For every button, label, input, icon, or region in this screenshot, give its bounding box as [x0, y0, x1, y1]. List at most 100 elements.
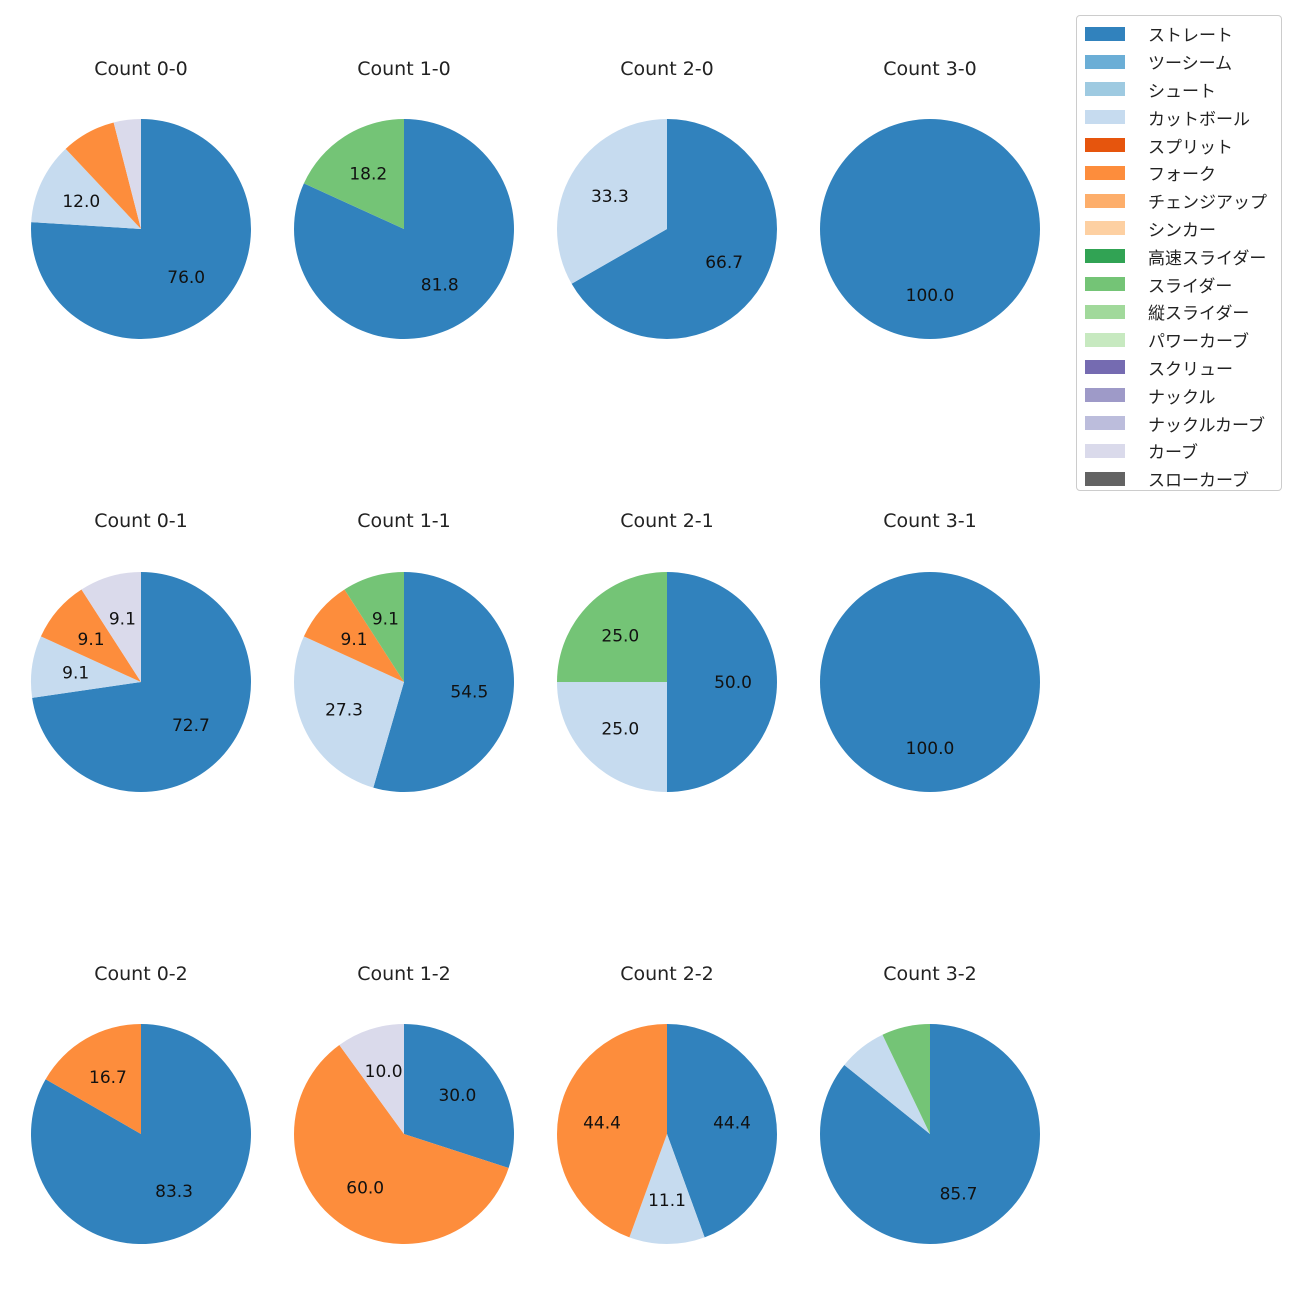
slice-label: 30.0 [438, 1086, 476, 1106]
pie-chart: Count 1-2 30.0 60.0 10.0 [293, 963, 514, 1244]
slice-label: 9.1 [109, 610, 136, 630]
pie-slice [65, 122, 141, 229]
legend-label: フォーク [1148, 165, 1216, 186]
slice-label: 54.5 [450, 682, 488, 702]
pie-slice [113, 119, 141, 229]
pie-slice [32, 572, 252, 792]
pie-slice [556, 119, 667, 284]
legend-label: 縦スライダー [1148, 304, 1250, 325]
slice-label: 44.4 [713, 1114, 751, 1134]
legend-label: スローカーブ [1148, 471, 1249, 492]
pie-chart: Count 3-2 85.7 [820, 963, 1040, 1244]
pie-title: Count 0-2 [94, 963, 188, 985]
legend-swatch [1085, 388, 1125, 403]
legend-label: チェンジアップ [1148, 193, 1267, 214]
legend-item: カーブ [1077, 437, 1281, 465]
pie-title: Count 1-1 [357, 510, 451, 532]
legend-swatch [1085, 249, 1125, 264]
legend-item: ナックル [1077, 381, 1281, 409]
legend-item: フォーク [1077, 159, 1281, 187]
legend-label: カットボール [1148, 109, 1250, 130]
legend-swatch [1085, 110, 1125, 125]
pie-slice [404, 1024, 514, 1168]
slice-label: 25.0 [601, 720, 639, 740]
pie-title: Count 3-0 [883, 58, 977, 80]
pie-chart: Count 1-0 81.8 18.2 [294, 58, 514, 339]
slice-label: 9.1 [78, 630, 105, 650]
slice-label: 9.1 [341, 630, 368, 650]
pie-title: Count 3-2 [883, 963, 977, 985]
slice-label: 9.1 [62, 664, 89, 684]
slice-label: 100.0 [906, 286, 955, 306]
legend-label: カーブ [1148, 443, 1198, 464]
legend-item: 高速スライダー [1077, 242, 1281, 270]
pie-slice [820, 572, 1040, 792]
pie-slice [339, 1024, 404, 1134]
legend-item: ストレート [1077, 20, 1281, 48]
slice-label: 81.8 [421, 276, 459, 296]
slice-label: 12.0 [62, 192, 100, 212]
slice-label: 25.0 [601, 626, 639, 646]
legend-item: ナックルカーブ [1077, 409, 1281, 437]
legend-swatch [1085, 471, 1125, 486]
pie-chart: Count 1-1 54.5 27.3 9.19.1 [293, 510, 514, 792]
pie-slice [303, 119, 404, 229]
legend-swatch [1085, 416, 1125, 431]
legend-label: スプリット [1148, 137, 1233, 158]
slice-label: 10.0 [365, 1062, 403, 1082]
pie-slice [557, 682, 667, 792]
legend-label: シンカー [1148, 220, 1216, 241]
pie-slice [31, 148, 142, 229]
slice-label: 76.0 [167, 268, 205, 288]
legend-swatch [1085, 26, 1125, 41]
legend-item: スライダー [1077, 270, 1281, 298]
legend-swatch [1085, 277, 1125, 292]
pie-title: Count 2-1 [620, 510, 714, 532]
slice-label: 16.7 [89, 1068, 127, 1088]
legend-swatch [1085, 332, 1125, 347]
legend-swatch [1085, 54, 1125, 69]
pie-slice [629, 1134, 705, 1244]
pie-chart: Count 0-0 76.0 12.0 [31, 58, 252, 339]
slice-label: 66.7 [705, 253, 743, 273]
legend-item: スプリット [1077, 131, 1281, 159]
legend-label: パワーカーブ [1148, 332, 1249, 353]
pie-chart: Count 3-1 100.0 [820, 510, 1040, 792]
legend-label: ツーシーム [1148, 54, 1233, 75]
pie-slice [40, 589, 141, 682]
pie-slice [81, 572, 141, 682]
pie-title: Count 0-0 [94, 58, 188, 80]
slice-label: 27.3 [325, 701, 363, 721]
legend-item: スローカーブ [1077, 465, 1281, 493]
slice-label: 83.3 [155, 1182, 193, 1202]
pie-title: Count 1-0 [357, 58, 451, 80]
slice-label: 72.7 [172, 716, 210, 736]
legend-swatch [1085, 304, 1125, 319]
slice-label: 11.1 [648, 1191, 686, 1211]
pie-slice [667, 572, 777, 792]
legend-swatch [1085, 138, 1125, 153]
pie-title: Count 3-1 [883, 510, 977, 532]
pie-chart: Count 2-1 50.0 25.0 25.0 [557, 510, 777, 792]
legend-item: シンカー [1077, 215, 1281, 243]
legend-label: ナックルカーブ [1148, 415, 1265, 436]
pie-slice [344, 572, 404, 682]
slice-label: 44.4 [583, 1114, 621, 1134]
legend-swatch [1085, 360, 1125, 375]
pie-slice [882, 1023, 930, 1134]
pie-slice [667, 1024, 777, 1238]
pie-chart: Count 2-0 66.7 33.3 [556, 58, 777, 339]
pie-slice [45, 1024, 141, 1134]
pie-slice [557, 1024, 667, 1238]
legend-swatch [1085, 443, 1125, 458]
slice-label: 33.3 [591, 187, 629, 207]
pie-chart: Count 0-172.79.19.19.1 [31, 510, 252, 792]
legend-item: カットボール [1077, 103, 1281, 131]
slice-label: 60.0 [346, 1178, 384, 1198]
legend-item: シュート [1077, 76, 1281, 104]
pie-title: Count 0-1 [94, 510, 188, 532]
pie-chart: Count 2-2 44.4 11.1 44.4 [557, 963, 777, 1244]
pie-slice [844, 1034, 930, 1134]
legend-item: スクリュー [1077, 354, 1281, 382]
